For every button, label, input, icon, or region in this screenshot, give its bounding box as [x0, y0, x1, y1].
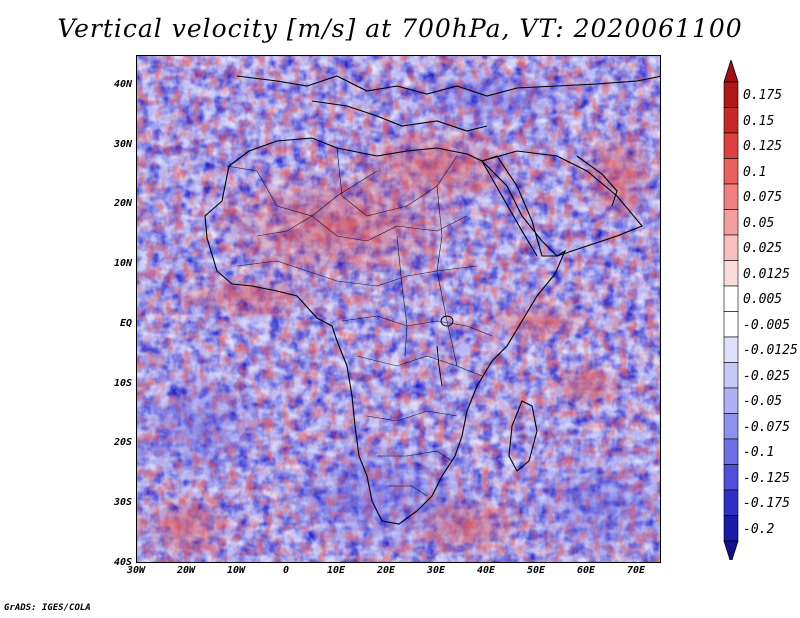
colorbar-segment	[723, 107, 739, 134]
arabia-coastline	[480, 150, 643, 257]
europe-coastline	[236, 75, 660, 97]
lat-tick-label: 30S	[113, 497, 132, 509]
colorbar-segment	[723, 158, 739, 185]
colorbar-segment	[723, 464, 739, 491]
lon-tick-label: 50E	[526, 565, 546, 576]
colorbar-label: -0.075	[743, 419, 790, 435]
lon-tick-label: 10E	[326, 565, 346, 576]
colorbar-segment	[723, 260, 739, 287]
lon-tick-label: 70E	[626, 565, 646, 576]
colorbar-scale	[723, 58, 739, 565]
lon-tick-label: 0	[282, 565, 290, 576]
colorbar-label: -0.1	[743, 445, 775, 461]
colorbar-segment	[723, 234, 739, 261]
country-borders	[226, 147, 493, 497]
coastlines	[204, 75, 660, 525]
colorbar-segment	[723, 285, 739, 312]
africa-coastline	[204, 137, 567, 525]
colorbar-label: -0.025	[743, 368, 790, 384]
map-panel	[136, 55, 661, 563]
lat-tick-label: 40N	[113, 78, 132, 90]
lat-tick-label: EQ	[119, 317, 132, 329]
colorbar-segment	[723, 413, 739, 440]
colorbar-label: 0.05	[743, 215, 775, 231]
colorbar-segment	[723, 362, 739, 389]
colorbar-segment	[723, 311, 739, 338]
colorbar-label: -0.175	[743, 496, 790, 512]
colorbar-bottom-arrow	[723, 540, 739, 565]
red-sea	[481, 160, 538, 257]
colorbar-segment	[723, 515, 739, 542]
colorbar-label: -0.2	[743, 521, 775, 537]
mediterranean-north	[311, 100, 488, 132]
lon-tick-label: 10W	[226, 565, 246, 576]
madagascar-coastline	[508, 400, 538, 472]
lat-tick-label: 30N	[113, 138, 132, 150]
colorbar-label: 0.075	[743, 190, 783, 206]
lat-tick-label: 20N	[113, 198, 132, 210]
colorbar-label: 0.005	[743, 292, 783, 308]
colorbar-label: 0.025	[743, 241, 783, 257]
colorbar-label: 0.175	[743, 88, 783, 104]
colorbar-segment	[723, 336, 739, 363]
grads-footer: GrADS: IGES/COLA	[4, 603, 91, 613]
lon-tick-label: 20E	[376, 565, 396, 576]
vertical-velocity-map	[137, 56, 660, 562]
colorbar-label: 0.0125	[743, 266, 790, 282]
colorbar-label: -0.0125	[743, 343, 798, 359]
lat-tick-label: 10N	[113, 258, 132, 270]
lon-tick-label: 20W	[176, 565, 196, 576]
colorbar-label: 0.125	[743, 139, 783, 155]
lon-tick-label: 60E	[576, 565, 596, 576]
lat-tick-label: 20S	[113, 437, 132, 449]
colorbar-label: -0.05	[743, 394, 783, 410]
lat-tick-label: 40S	[113, 557, 132, 568]
map-title: Vertical velocity [m/s] at 700hPa, VT: 2…	[57, 14, 743, 43]
colorbar-label: -0.125	[743, 470, 790, 486]
colorbar-segment	[723, 183, 739, 210]
colorbar-top-arrow	[723, 58, 739, 83]
colorbar: 0.175 0.15 0.125 0.1 0.075 0.05 0.025 0.0125 0.0…	[722, 58, 800, 565]
upward-motion-highlights	[137, 126, 657, 561]
lon-tick-label: 30E	[426, 565, 446, 576]
colorbar-segment	[723, 132, 739, 159]
colorbar-label: 0.15	[743, 113, 775, 129]
downward-motion-highlights	[137, 66, 660, 561]
colorbar-segment	[723, 438, 739, 465]
colorbar-segment	[723, 209, 739, 236]
colorbar-segment	[723, 387, 739, 414]
persian-gulf	[576, 155, 618, 207]
lakes	[436, 315, 454, 387]
lat-tick-label: 10S	[113, 377, 132, 389]
lon-tick-label: 40E	[476, 565, 496, 576]
colorbar-segment	[723, 489, 739, 516]
colorbar-label: 0.1	[743, 164, 767, 180]
colorbar-label: -0.005	[743, 317, 790, 333]
lon-tick-label: 30W	[126, 565, 146, 576]
colorbar-segment	[723, 81, 739, 108]
